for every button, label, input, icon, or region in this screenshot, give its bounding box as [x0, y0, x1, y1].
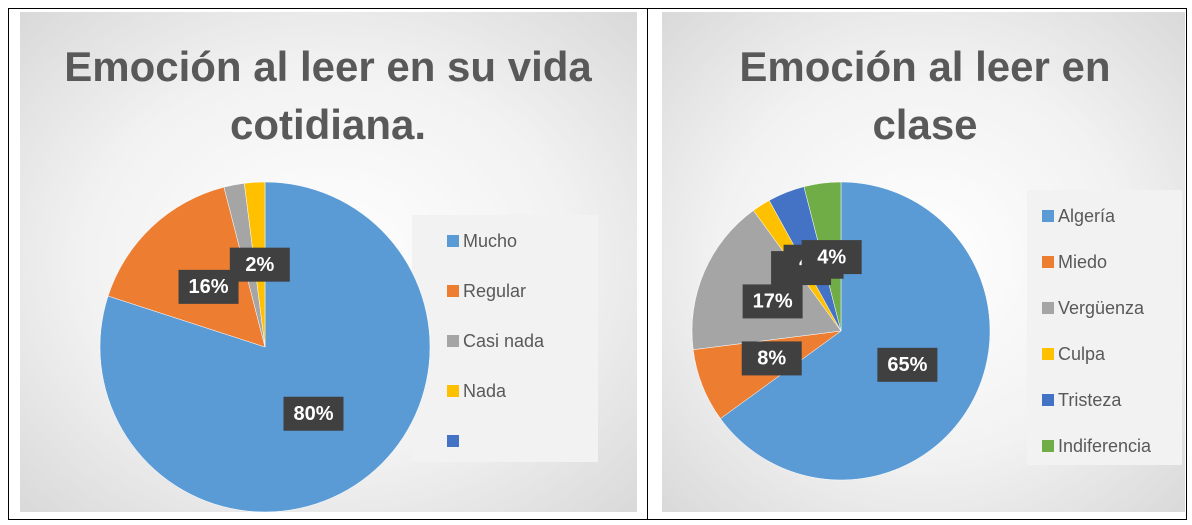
data-label-text: 8% — [757, 348, 786, 370]
data-label: 80% — [283, 396, 344, 431]
data-label-box — [283, 396, 344, 431]
legend-label: Regular — [463, 281, 526, 301]
data-label-text: 65% — [887, 354, 927, 376]
legend-box — [1027, 190, 1182, 465]
pie-slice — [691, 210, 842, 350]
data-label: 2% — [229, 247, 290, 282]
legend-swatch — [1042, 302, 1054, 314]
data-label-box — [877, 347, 938, 382]
chart-title: Emoción al leer en clase — [739, 43, 1111, 148]
legend-swatch — [1042, 440, 1054, 452]
legend-swatch — [447, 435, 459, 447]
data-label-text: 17% — [753, 291, 793, 313]
legend-label: Indiferencia — [1058, 436, 1152, 456]
data-label-text: 80% — [293, 403, 333, 425]
legend-swatch — [1042, 348, 1054, 360]
data-label-text: 4% — [817, 246, 846, 268]
data-label: 16% — [178, 269, 239, 304]
data-label-box — [801, 240, 862, 275]
legend-swatch — [1042, 256, 1054, 268]
data-label: 65% — [877, 347, 938, 382]
legend-label: Mucho — [463, 231, 517, 251]
legend-swatch — [447, 335, 459, 347]
data-label: 17% — [742, 284, 803, 319]
data-label-box — [229, 247, 290, 282]
legend-swatch — [447, 235, 459, 247]
data-label-box — [742, 284, 803, 319]
legend-label: Tristeza — [1058, 390, 1122, 410]
data-label: 4% — [801, 240, 862, 275]
legend-label: Culpa — [1058, 344, 1106, 364]
legend-label: Algería — [1058, 206, 1116, 226]
legend-swatch — [447, 285, 459, 297]
legend-swatch — [1042, 210, 1054, 222]
data-label-box — [178, 269, 239, 304]
data-label-box — [741, 341, 802, 376]
legend-swatch — [1042, 394, 1054, 406]
legend-swatch — [447, 385, 459, 397]
legend-label: Vergüenza — [1058, 298, 1145, 318]
legend-box — [412, 215, 598, 462]
legend-label: Miedo — [1058, 252, 1107, 272]
legend-label: Nada — [463, 381, 507, 401]
pie-slice — [720, 181, 991, 481]
data-label: 8% — [741, 341, 802, 376]
table-cell — [647, 8, 1187, 520]
chart-title: Emoción al leer en su vida cotidiana. — [64, 43, 592, 148]
legend-label: Casi nada — [463, 331, 545, 351]
pie-slice — [99, 181, 431, 513]
pie-slice — [107, 186, 266, 348]
data-label-text: 2% — [245, 254, 274, 276]
data-label-text: 16% — [189, 276, 229, 298]
